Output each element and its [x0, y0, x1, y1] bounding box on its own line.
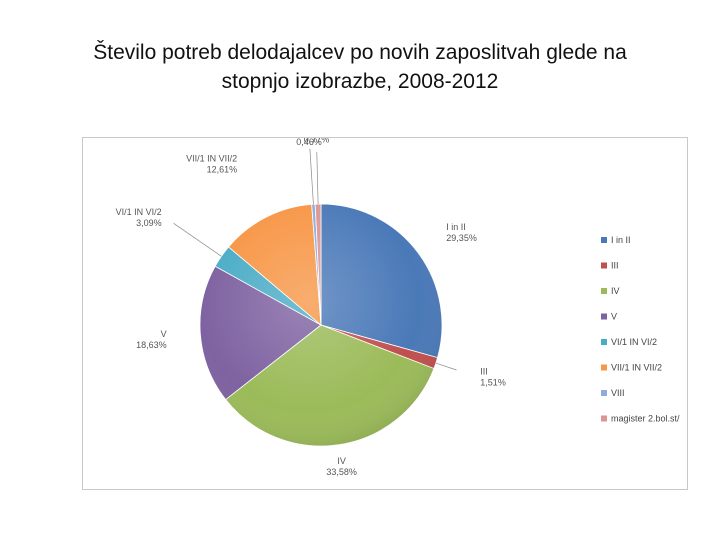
- leader-line-vi-1-in-vi-2: [173, 223, 222, 257]
- legend-swatch-vii-1-in-vii-2: [601, 364, 607, 371]
- data-labels: I in II 29,35% III 1,51% IV 33,58% V 18,63% VI/1…: [116, 138, 506, 477]
- legend-entry-iv: IV: [611, 286, 620, 296]
- data-label-i-in-ii: I in II 29,35%: [446, 222, 477, 243]
- data-label-iv: IV 33,58%: [326, 456, 357, 477]
- chart-title: Število potreb delodajalcev po novih zap…: [40, 38, 680, 96]
- legend-entry-vii-1-in-vii-2: VII/1 IN VII/2: [611, 363, 662, 373]
- legend-swatch-viii: [601, 390, 607, 396]
- pie-chart: I in II 29,35% III 1,51% IV 33,58% V 18,63% VI/1…: [116, 138, 680, 477]
- pie-slices: [199, 203, 443, 447]
- legend-swatch-magister-2-bol-st: [601, 415, 607, 422]
- data-label-v: V 18,63%: [136, 329, 167, 350]
- leader-line-viii: [309, 148, 314, 205]
- data-label-vi-1-in-vi-2: VI/1 IN VI/2 3,09%: [116, 207, 162, 228]
- leader-line-magister-2-bol-st: [316, 151, 319, 205]
- legend-swatch-vi-1-in-vi-2: [601, 339, 607, 345]
- data-label-viii: VIII0,46%: [296, 138, 322, 147]
- chart-title-line-1: Število potreb delodajalcev po novih zap…: [93, 41, 627, 64]
- chart-title-line-2: stopnjo izobrazbe, 2008-2012: [221, 70, 499, 93]
- legend-swatch-iii: [601, 262, 607, 269]
- data-label-magister-2-bol-st: magister 2.bol.st/0,77%: [282, 138, 351, 145]
- legend-swatch-v: [601, 313, 607, 320]
- data-label-vii-1-in-vii-2: VII/1 IN VII/2 12,61%: [186, 153, 237, 174]
- legend-swatch-iv: [601, 288, 607, 294]
- legend-entry-magister-2-bol-st: magister 2.bol.st/: [611, 414, 680, 424]
- legend: I in II III IV V VI/1 IN VI/2 VII/1 IN VII/2 V…: [601, 235, 680, 424]
- legend-entry-i-in-ii: I in II: [611, 235, 631, 245]
- chart-area: I in II 29,35% III 1,51% IV 33,58% V 18,63% VI/1…: [82, 137, 688, 490]
- legend-entry-v: V: [611, 312, 617, 322]
- legend-swatch-i-in-ii: [601, 237, 607, 243]
- legend-entry-vi-1-in-vi-2: VI/1 IN VI/2: [611, 337, 657, 347]
- leader-lines: [173, 148, 457, 371]
- data-label-iii: III 1,51%: [480, 367, 506, 388]
- legend-entry-iii: III: [611, 261, 619, 271]
- leader-line-iii: [435, 362, 457, 371]
- legend-entry-viii: VIII: [611, 388, 625, 398]
